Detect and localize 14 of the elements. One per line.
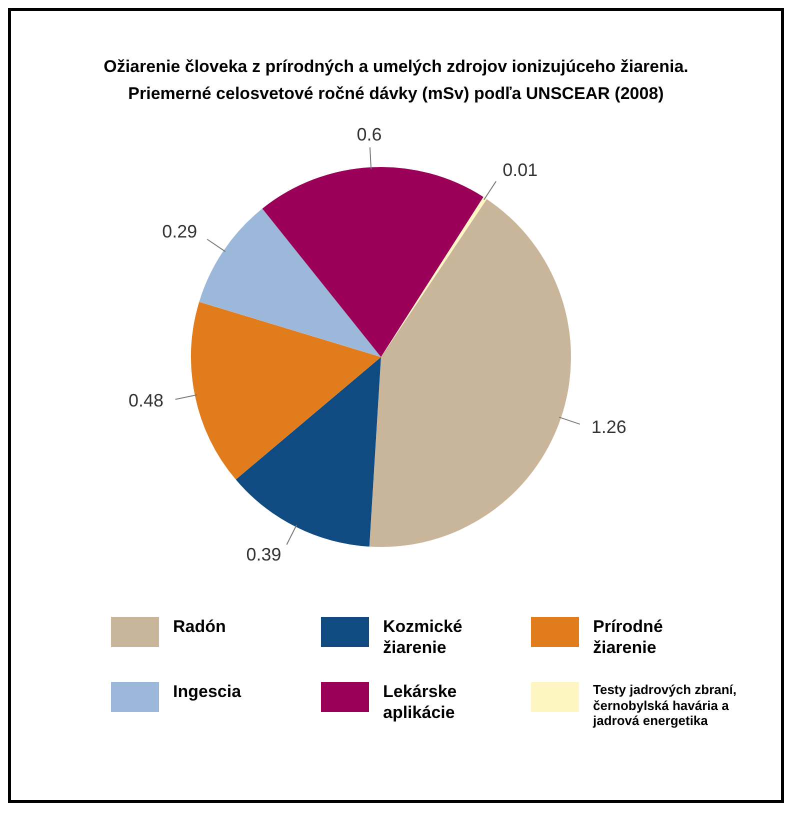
data-label: 0.48 xyxy=(128,391,164,412)
data-label: 0.01 xyxy=(502,160,538,181)
legend-label: Testy jadrových zbraní, černobylská havária a jadrová energetika xyxy=(593,682,738,729)
data-label: 0.39 xyxy=(246,544,282,565)
chart-subtitle: Priemerné celosvetové ročné dávky (mSv) podľa UNSCEAR (2008) xyxy=(127,83,665,106)
legend-label: Lekárske aplikácie xyxy=(383,682,458,723)
data-label: 0.29 xyxy=(162,222,198,242)
data-label: 0.6 xyxy=(356,124,382,145)
legend-label: Radón xyxy=(173,617,226,638)
chart-title: Ožiarenie človeka z prírodných a umelých zdrojov ionizujúceho žiarenia. xyxy=(102,56,690,78)
legend-label: Prírodné žiarenie xyxy=(593,617,664,658)
legend-label: Ingescia xyxy=(173,682,242,703)
legend-label: Kozmické žiarenie xyxy=(383,617,464,658)
data-label: 1.26 xyxy=(591,417,626,438)
